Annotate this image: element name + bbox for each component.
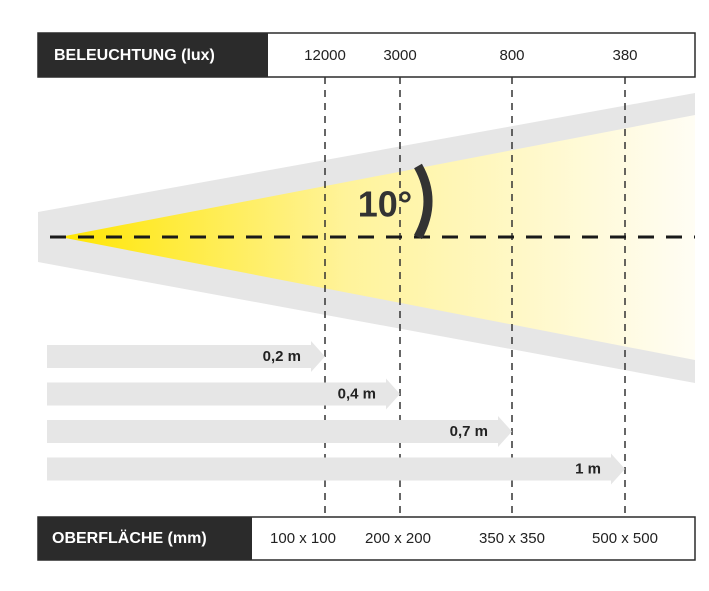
lux-value: 3000 xyxy=(383,47,416,64)
surface-value: 350 x 350 xyxy=(479,530,545,547)
distance-label: 1 m xyxy=(575,460,601,477)
lux-value: 800 xyxy=(499,47,524,64)
header-label-box xyxy=(38,33,268,77)
distance-label: 0,7 m xyxy=(450,423,488,440)
lux-value: 380 xyxy=(612,47,637,64)
surface-value: 100 x 100 xyxy=(270,530,336,547)
distance-arrow xyxy=(47,453,625,485)
distance-arrow xyxy=(47,416,512,447)
surface-value: 500 x 500 xyxy=(592,530,658,547)
distance-label: 0,4 m xyxy=(338,385,376,402)
beam-inner xyxy=(60,115,695,360)
surface-value: 200 x 200 xyxy=(365,530,431,547)
lux-value: 12000 xyxy=(304,47,346,64)
angle-arc xyxy=(414,163,433,240)
angle-label: 10° xyxy=(358,184,412,225)
distance-arrow xyxy=(47,341,325,372)
distance-arrow xyxy=(47,378,400,410)
header-label: BELEUCHTUNG (lux) xyxy=(54,47,215,64)
footer-label-box xyxy=(38,517,252,560)
footer-label: OBERFLÄCHE (mm) xyxy=(52,529,207,547)
distance-label: 0,2 m xyxy=(263,348,301,365)
